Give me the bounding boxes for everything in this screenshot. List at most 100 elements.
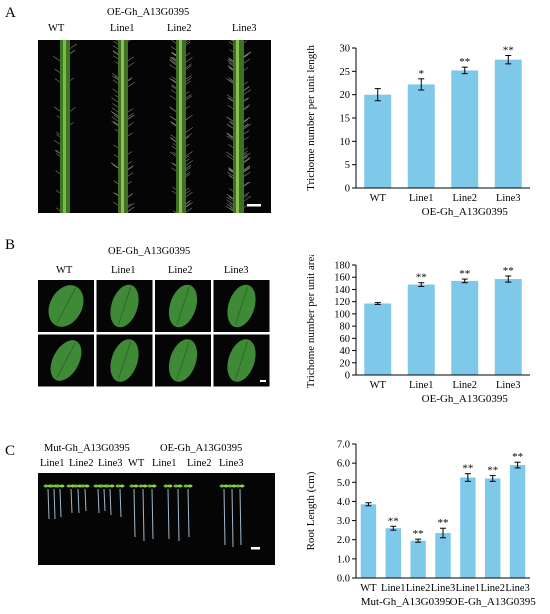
x-tick-label: Line2 [453,380,478,391]
photo-a-lane-label: Line2 [167,23,192,34]
seedling [235,484,245,546]
seedling [129,484,139,538]
photo-c-lane-label: Line3 [98,458,123,469]
error-bar [440,527,446,539]
bar [435,533,451,578]
y-tick-label: 6.0 [337,459,350,470]
error-bar [390,525,397,531]
significance-label: ** [416,272,427,284]
scale-bar [260,380,266,382]
significance-label: ** [459,268,470,280]
seedling [138,484,148,542]
photo-b-title: OE-Gh_A13G0395 [108,246,191,257]
y-tick-label: 7.0 [337,440,350,451]
stem-line2 [176,40,186,213]
x-tick-label: Line3 [496,193,521,204]
error-bar [489,475,496,482]
seedling [219,484,229,546]
seedling-photo [38,473,275,565]
x-tick-label: Line2 [480,583,505,594]
error-bar [418,78,425,91]
bar [494,279,522,375]
error-bar [374,88,381,102]
panel-label-c: C [5,443,16,459]
photo-c-lane-label: Line2 [69,458,94,469]
x-tick-label: Line3 [505,583,530,594]
seedling [80,484,90,512]
error-bar [505,275,512,283]
y-tick-label: 20 [340,358,351,369]
seedling [173,484,183,542]
bar [451,70,479,188]
seedling [183,484,193,538]
significance-label: ** [512,451,523,463]
bar [364,94,392,188]
photo-a-lane-label: Line1 [110,23,135,34]
y-tick-label: 4.0 [337,497,350,508]
significance-label: ** [388,515,399,527]
group-label: OE-Gh_A13G0395 [422,393,509,405]
y-tick-label: 80 [340,322,351,333]
seedling [55,484,65,518]
y-tick-label: 100 [334,309,350,320]
x-tick-label: WT [370,380,387,391]
bar [460,477,476,578]
y-tick-label: 10 [340,137,351,148]
bar [385,528,401,578]
x-tick-label: WT [370,193,387,204]
photo-c-lane-label: Line2 [187,458,212,469]
significance-label: ** [438,517,449,529]
significance-label: ** [487,465,498,477]
photo-c-lane-label: Line3 [219,458,244,469]
x-tick-label: Line1 [381,583,406,594]
photo-c-lane-label: Line1 [152,458,177,469]
y-tick-label: 5 [345,160,350,171]
error-bar [418,282,425,287]
y-tick-label: 15 [340,114,351,125]
y-tick-label: 0.0 [337,574,350,585]
photo-a-lane-label: Line3 [232,23,257,34]
scale-bar [247,204,261,207]
y-tick-label: 1.0 [337,554,350,565]
significance-label: ** [462,463,473,475]
significance-label: ** [503,44,514,56]
seedling [115,484,125,518]
bar [407,84,435,188]
y-tick-label: 30 [340,44,351,55]
error-bar [461,278,468,284]
x-tick-label: Line3 [431,583,456,594]
significance-label: ** [413,528,424,540]
x-tick-label: Line3 [496,380,521,391]
photo-b-lane-label: Line1 [111,265,136,276]
x-tick-label: Line2 [453,193,478,204]
panel-label-a: A [5,5,16,21]
seedling [227,484,237,548]
chart-trichome-length: WT * Line1 ** Line2 ** Line3 0 5 10 15 20 25 30 Tricho… [305,44,530,218]
group-label: Mut-Gh_A13G0395 [361,596,451,608]
photo-c-title-mut: Mut-Gh_A13G0395 [44,443,130,454]
significance-label: * [419,68,425,80]
group-label: OE-Gh_A13G0395 [450,596,537,608]
chart-root-length: WT ** Line1 ** Line2 ** Line3 ** Line1 ** Line2 ** L… [305,440,537,609]
photo-a-lane-label: WT [48,23,65,34]
error-bar [415,538,422,543]
seedling [147,484,157,540]
bar [509,465,526,578]
bar [364,303,392,375]
y-tick-label: 140 [334,285,350,296]
error-bar [365,502,372,507]
photo-c-title-oe: OE-Gh_A13G0395 [160,443,243,454]
bar [360,504,377,578]
x-tick-label: Line2 [406,583,431,594]
photo-b-lane-label: WT [56,265,73,276]
photo-b-lane-label: Line2 [168,265,193,276]
y-axis-label: Trichome number per unit length [305,45,317,191]
photo-b-lane-label: Line3 [224,265,249,276]
y-tick-label: 180 [334,261,350,272]
seedling [105,484,115,516]
x-tick-label: Line1 [456,583,481,594]
y-axis-label: Root Length (cm) [305,471,317,550]
y-tick-label: 160 [334,273,350,284]
y-tick-label: 3.0 [337,516,350,527]
